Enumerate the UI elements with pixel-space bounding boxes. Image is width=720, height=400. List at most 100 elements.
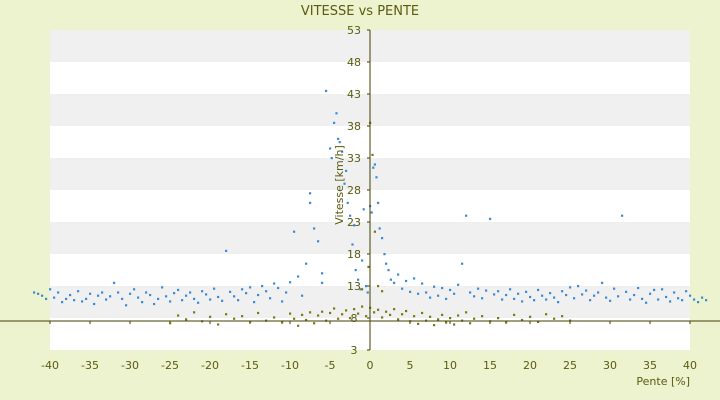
data-point <box>209 315 212 318</box>
data-point <box>153 302 156 306</box>
y-tick-label: 43 <box>347 88 361 101</box>
data-point <box>481 297 484 300</box>
data-point <box>361 259 364 262</box>
data-point <box>245 292 248 295</box>
data-point <box>45 297 48 300</box>
data-point <box>393 308 396 311</box>
data-point <box>429 315 432 318</box>
data-point <box>165 295 168 298</box>
data-point <box>537 320 540 324</box>
data-point <box>433 285 436 288</box>
data-point <box>469 291 472 294</box>
x-tick-label: -40 <box>41 359 59 372</box>
data-point <box>217 323 220 326</box>
data-point <box>485 289 488 292</box>
data-point <box>371 153 374 156</box>
data-point <box>346 201 349 204</box>
data-point <box>621 214 624 217</box>
data-point <box>537 288 540 292</box>
data-point <box>333 307 336 310</box>
data-point <box>513 313 516 316</box>
x-tick-label: 15 <box>483 359 497 372</box>
data-point <box>281 300 284 303</box>
data-point <box>569 286 572 289</box>
data-point <box>441 286 444 290</box>
data-point <box>53 296 56 299</box>
data-point <box>413 277 416 280</box>
data-point <box>349 317 352 320</box>
x-tick-label: -10 <box>281 359 299 372</box>
data-point <box>125 304 128 307</box>
data-point <box>359 288 362 291</box>
data-point <box>505 321 508 324</box>
data-point <box>381 316 384 319</box>
data-point <box>617 295 620 298</box>
data-point <box>377 201 380 204</box>
x-tick-label: -20 <box>201 359 219 372</box>
data-point <box>529 315 532 318</box>
data-point <box>377 308 380 311</box>
data-point <box>121 297 124 300</box>
data-point <box>337 317 340 320</box>
data-point <box>137 296 140 299</box>
data-point <box>265 290 268 293</box>
data-point <box>401 313 404 316</box>
data-point <box>481 315 484 318</box>
data-point <box>169 322 172 325</box>
data-point <box>553 296 556 299</box>
data-point <box>541 294 544 297</box>
data-point <box>689 294 692 297</box>
data-point <box>373 311 376 314</box>
data-point <box>417 322 420 325</box>
data-point <box>49 288 52 291</box>
data-point <box>561 315 564 318</box>
data-point <box>93 302 96 306</box>
data-point <box>573 297 576 300</box>
data-point <box>501 298 504 301</box>
data-point <box>353 224 356 227</box>
data-point <box>105 298 108 301</box>
data-point <box>345 169 348 172</box>
data-point <box>201 290 204 293</box>
data-point <box>545 313 548 316</box>
data-point <box>553 317 556 320</box>
data-point <box>335 112 338 115</box>
y-tick-label: 38 <box>347 120 361 133</box>
data-point <box>37 292 40 295</box>
data-point <box>609 299 612 302</box>
data-point <box>457 314 460 317</box>
data-point <box>225 249 228 252</box>
data-point <box>253 301 256 304</box>
data-point <box>645 301 648 304</box>
y-tick-label: 33 <box>347 152 361 165</box>
data-point <box>257 311 260 315</box>
data-point <box>401 287 404 290</box>
y-tick-label: 8 <box>351 312 358 325</box>
data-point <box>405 309 408 313</box>
data-point <box>365 315 368 318</box>
data-point <box>181 299 184 302</box>
data-point <box>597 291 600 294</box>
data-point <box>309 192 312 195</box>
data-point <box>385 310 388 313</box>
data-point <box>373 163 376 166</box>
data-point <box>429 296 432 299</box>
data-points <box>33 89 708 327</box>
data-point <box>453 323 456 326</box>
data-point <box>409 290 412 293</box>
data-point <box>370 211 373 214</box>
data-point <box>241 315 244 318</box>
data-point <box>249 286 252 289</box>
y-tick-label: 23 <box>347 216 361 229</box>
data-point <box>389 313 392 316</box>
chart-title: VITESSE vs PENTE <box>301 4 419 19</box>
data-point <box>701 296 704 299</box>
data-point <box>437 318 440 321</box>
data-point <box>561 290 564 293</box>
data-point <box>217 295 220 299</box>
data-point <box>273 316 276 319</box>
data-point <box>378 227 381 230</box>
data-point <box>357 278 360 281</box>
